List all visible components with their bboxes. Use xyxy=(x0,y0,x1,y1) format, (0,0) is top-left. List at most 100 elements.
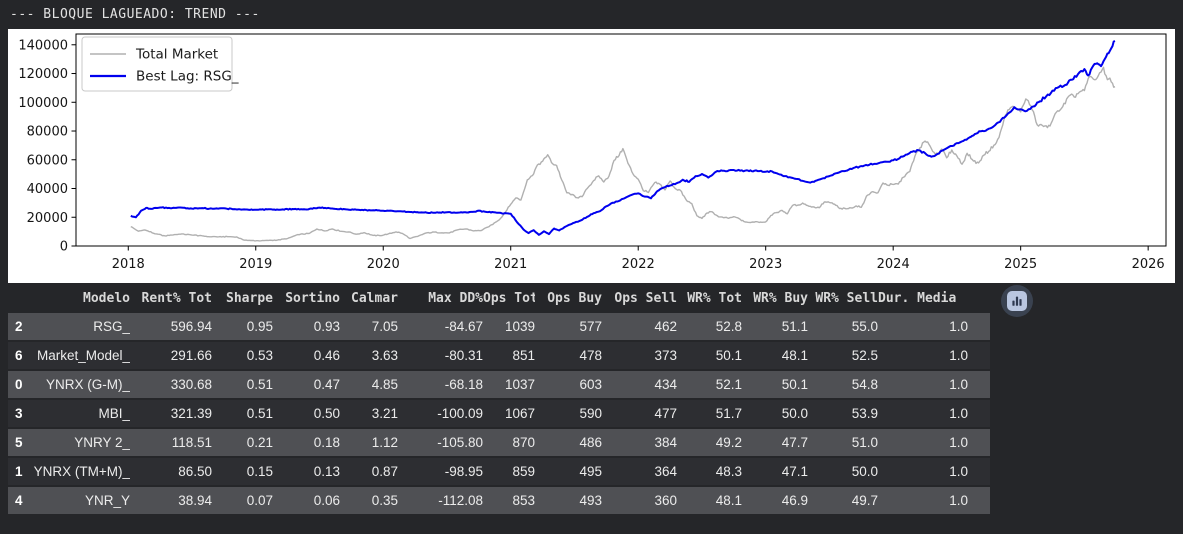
y-tick-label: 20000 xyxy=(27,211,68,226)
table-cell: 55.0 xyxy=(851,319,878,334)
table-cell: 364 xyxy=(654,464,677,479)
plot-frame xyxy=(75,33,1167,247)
row-index: 5 xyxy=(15,435,23,450)
y-tick-label: 80000 xyxy=(27,125,68,140)
table-cell: 590 xyxy=(579,406,602,421)
row-index: 2 xyxy=(15,319,23,334)
table-cell: 321.39 xyxy=(170,406,212,421)
table-cell: 47.7 xyxy=(781,435,808,450)
table-cell: 373 xyxy=(654,348,677,363)
table-cell: 51.0 xyxy=(851,435,878,450)
table-cell: 3.63 xyxy=(371,348,398,363)
table-cell: Market_Model_ xyxy=(36,348,130,363)
table-cell: 330.68 xyxy=(170,377,212,392)
table-cell: 360 xyxy=(654,493,677,508)
table-cell: 49.7 xyxy=(851,493,878,508)
table-cell: 1.0 xyxy=(949,348,968,363)
table-row: 4 YNR_Y 38.94 0.07 0.06 0.35 -112.08 853 493 360 4… xyxy=(8,487,990,514)
table-cell: 53.9 xyxy=(851,406,878,421)
table-cell: 52.5 xyxy=(851,348,878,363)
series-line-0 xyxy=(130,66,1116,242)
x-tick-label: 2023 xyxy=(749,257,782,272)
table-cell: 493 xyxy=(579,493,602,508)
column-header: Sharpe xyxy=(226,290,273,306)
y-tick-label: 40000 xyxy=(27,182,68,197)
table-cell: 49.2 xyxy=(715,435,742,450)
table-cell: 434 xyxy=(654,377,677,392)
table-row: 5 YNRY 2_ 118.51 0.21 0.18 1.12 -105.80 870 486 3… xyxy=(8,429,990,456)
table-cell: 384 xyxy=(654,435,677,450)
table-cell: 0.53 xyxy=(246,348,273,363)
row-index: 0 xyxy=(15,377,23,392)
table-cell: 495 xyxy=(579,464,602,479)
table-cell: 7.05 xyxy=(371,319,398,334)
table-cell: 1.0 xyxy=(949,493,968,508)
table-cell: 0.06 xyxy=(313,493,340,508)
table-cell: 1.0 xyxy=(949,406,968,421)
x-tick-label: 2025 xyxy=(1004,257,1037,272)
table-cell: 0.18 xyxy=(313,435,340,450)
y-tick-label: 0 xyxy=(60,240,68,255)
x-tick-label: 2024 xyxy=(877,257,910,272)
legend-box xyxy=(81,36,233,92)
table-cell: 1.0 xyxy=(949,435,968,450)
table-cell: 0.93 xyxy=(313,319,340,334)
y-tick-label: 140000 xyxy=(18,38,68,53)
table-cell: 52.8 xyxy=(715,319,742,334)
x-tick-label: 2022 xyxy=(622,257,655,272)
table-cell: YNRX (G-M)_ xyxy=(46,377,130,392)
block-title: --- BLOQUE LAGUEADO: TREND --- xyxy=(10,7,260,22)
bar-chart-icon xyxy=(1007,291,1027,311)
table-cell: 0.07 xyxy=(246,493,273,508)
table-cell: 0.15 xyxy=(246,464,273,479)
table-row: 6 Market_Model_ 291.66 0.53 0.46 3.63 -80.31 85… xyxy=(8,342,990,369)
column-header: Ops Buy xyxy=(547,290,602,306)
table-cell: 47.1 xyxy=(781,464,808,479)
column-header: Ops Sell xyxy=(614,290,677,306)
x-tick-label: 2019 xyxy=(239,257,272,272)
table-cell: MBI_ xyxy=(98,406,130,421)
table-cell: 0.21 xyxy=(246,435,273,450)
legend-label: Total Market xyxy=(135,47,218,63)
table-cell: 859 xyxy=(512,464,535,479)
table-cell: YNRY 2_ xyxy=(74,435,130,450)
results-table-wrap: Modelo Rent% Tot Sharpe Sortino Calmar Max DD… xyxy=(8,283,990,516)
results-table: Modelo Rent% Tot Sharpe Sortino Calmar Max DD… xyxy=(8,283,990,516)
table-cell: 477 xyxy=(654,406,677,421)
table-row: 2 RSG_ 596.94 0.95 0.93 7.05 -84.67 1039 577 462 5… xyxy=(8,313,990,340)
table-cell: 0.35 xyxy=(371,493,398,508)
row-index: 1 xyxy=(15,464,23,479)
table-cell: 50.1 xyxy=(715,348,742,363)
x-tick-label: 2021 xyxy=(494,257,527,272)
series-line-1 xyxy=(130,40,1116,236)
table-cell: 603 xyxy=(579,377,602,392)
y-tick-label: 120000 xyxy=(18,67,68,82)
table-cell: 577 xyxy=(579,319,602,334)
y-tick-label: 100000 xyxy=(18,96,68,111)
table-cell: 0.51 xyxy=(246,406,273,421)
table-header-row: Modelo Rent% Tot Sharpe Sortino Calmar Max DD… xyxy=(8,285,990,311)
table-cell: 462 xyxy=(654,319,677,334)
table-row: 0 YNRX (G-M)_ 330.68 0.51 0.47 4.85 -68.18 1037… xyxy=(8,371,990,398)
column-header: Max DD% xyxy=(428,290,483,306)
table-row: 3 MBI_ 321.39 0.51 0.50 3.21 -100.09 1067 590 477… xyxy=(8,400,990,427)
table-cell: RSG_ xyxy=(93,319,130,334)
equity-chart-figure: 0 20000 40000 60000 80000 100000 120000 140000 2… xyxy=(8,29,1175,283)
table-cell: 50.1 xyxy=(781,377,808,392)
column-header: WR% Sell xyxy=(815,290,878,306)
column-header: WR% Buy xyxy=(753,290,808,306)
table-cell: 48.3 xyxy=(715,464,742,479)
output-presentation-button[interactable] xyxy=(1001,285,1033,317)
row-index: 4 xyxy=(15,493,23,508)
table-cell: 48.1 xyxy=(781,348,808,363)
table-cell: YNRX (TM+M)_ xyxy=(33,464,130,479)
table-cell: 51.7 xyxy=(715,406,742,421)
table-cell: 86.50 xyxy=(178,464,212,479)
equity-chart: 0 20000 40000 60000 80000 100000 120000 140000 2… xyxy=(18,33,1167,272)
table-cell: 52.1 xyxy=(715,377,742,392)
table-cell: YNR_Y xyxy=(84,493,130,508)
table-cell: 118.51 xyxy=(171,435,212,450)
table-cell: 870 xyxy=(512,435,535,450)
table-cell: 51.1 xyxy=(781,319,808,334)
column-header: WR% Tot xyxy=(687,290,742,306)
